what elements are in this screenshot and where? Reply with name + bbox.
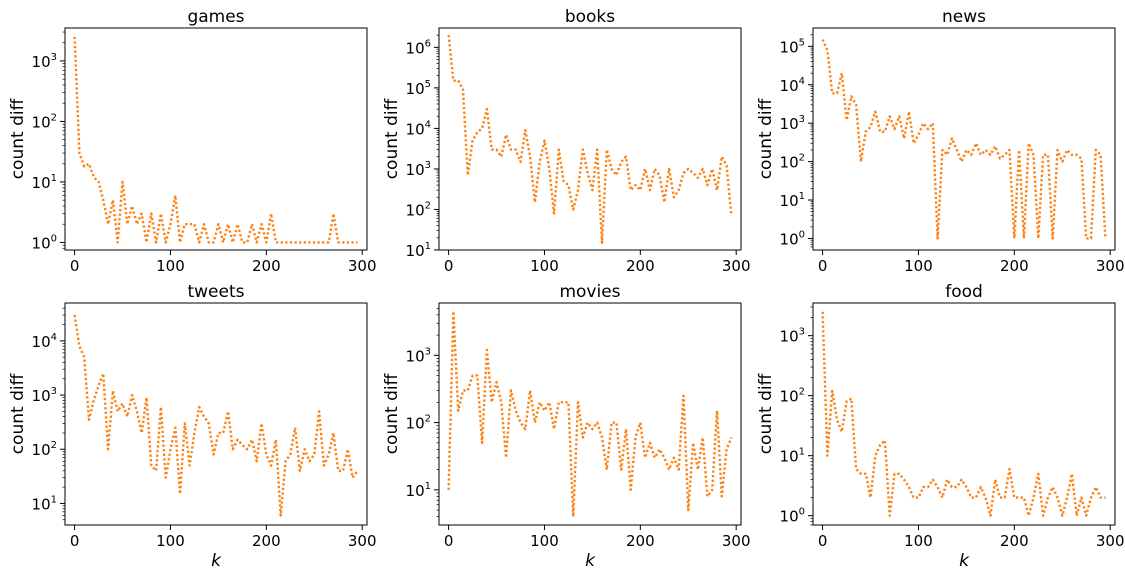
x-axis-label: k	[211, 551, 222, 570]
x-tick-label: 300	[348, 532, 377, 550]
x-tick-label: 200	[1000, 532, 1029, 550]
x-tick-label: 200	[252, 532, 281, 550]
x-tick-label: 0	[444, 532, 454, 550]
y-tick-label: 100	[780, 507, 805, 526]
y-tick-label: 103	[780, 114, 805, 133]
y-tick-label: 100	[780, 229, 805, 248]
y-tick-label: 104	[780, 76, 805, 95]
panel-books: books count diff 101 102 103 104 105 106 0 100 200…	[382, 7, 751, 275]
y-tick-label: 103	[406, 346, 431, 365]
y-tick-label: 105	[780, 37, 805, 56]
x-tick-label: 100	[530, 257, 559, 275]
panel-title: movies	[559, 282, 620, 302]
x-tick-label: 300	[348, 257, 377, 275]
y-tick-label: 105	[406, 79, 431, 98]
x-tick-label: 100	[904, 532, 933, 550]
x-tick-label: 200	[252, 257, 281, 275]
x-tick-label: 0	[818, 532, 828, 550]
y-axis-label: count diff	[382, 372, 402, 454]
x-tick-label: 100	[156, 532, 185, 550]
series-line	[447, 34, 733, 245]
y-tick-label: 102	[406, 414, 431, 433]
panel-movies: movies count diff k 101 102 103 0 100 200 300	[382, 282, 751, 570]
plot-frame	[438, 27, 742, 251]
y-tick-label: 101	[780, 447, 805, 466]
plot-frame	[812, 302, 1116, 526]
x-tick-label: 100	[904, 257, 933, 275]
x-tick-label: 200	[626, 257, 655, 275]
x-tick-label: 300	[722, 257, 751, 275]
plot-frame	[64, 27, 368, 251]
y-tick-label: 104	[32, 332, 57, 351]
x-tick-label: 100	[530, 532, 559, 550]
panel-games: games count diff 100 101 102 103 0 100 200 300	[8, 7, 377, 275]
series-line	[821, 311, 1106, 517]
x-tick-label: 200	[1000, 257, 1029, 275]
y-tick-label: 102	[780, 153, 805, 172]
series-line	[73, 36, 358, 244]
y-tick-label: 102	[32, 112, 57, 131]
series-line	[447, 310, 733, 518]
y-tick-label: 101	[32, 173, 57, 192]
plot-frame	[812, 27, 1116, 251]
x-axis-label: k	[585, 551, 596, 570]
y-tick-label: 103	[32, 386, 57, 405]
panel-title: games	[187, 7, 244, 27]
y-tick-label: 101	[780, 191, 805, 210]
panel-title: news	[942, 7, 986, 27]
x-axis-label: k	[959, 551, 970, 570]
y-tick-label: 103	[780, 327, 805, 346]
panel-news: news count diff 100 101 102 103 104 105 0 100 200 3…	[756, 7, 1125, 275]
y-axis-label: count diff	[382, 97, 402, 179]
y-tick-label: 101	[406, 241, 431, 260]
y-axis-label: count diff	[8, 97, 28, 179]
x-tick-label: 0	[70, 257, 80, 275]
y-axis-label: count diff	[756, 97, 776, 179]
y-tick-label: 102	[780, 387, 805, 406]
series-line	[821, 39, 1107, 240]
x-tick-label: 200	[626, 532, 655, 550]
x-tick-label: 0	[444, 257, 454, 275]
plot-frame	[438, 302, 742, 526]
y-axis-label: count diff	[8, 372, 28, 454]
x-tick-label: 300	[722, 532, 751, 550]
y-tick-label: 106	[406, 38, 431, 57]
panel-title: food	[945, 282, 983, 302]
panel-food: food count diff k 100 101 102 103 0 100 200 300	[756, 282, 1125, 570]
series-line	[73, 314, 359, 517]
y-tick-label: 104	[406, 119, 431, 138]
y-tick-label: 103	[32, 52, 57, 71]
y-tick-label: 101	[406, 481, 431, 500]
y-tick-label: 101	[32, 494, 57, 513]
x-tick-label: 100	[156, 257, 185, 275]
y-axis-label: count diff	[756, 372, 776, 454]
y-tick-label: 102	[32, 440, 57, 459]
x-tick-label: 300	[1096, 257, 1125, 275]
x-tick-label: 300	[1096, 532, 1125, 550]
y-tick-label: 103	[406, 160, 431, 179]
plot-frame	[64, 302, 368, 526]
x-tick-label: 0	[818, 257, 828, 275]
y-tick-label: 102	[406, 200, 431, 219]
panel-title: books	[565, 7, 615, 27]
panel-title: tweets	[187, 282, 244, 302]
y-tick-label: 100	[32, 233, 57, 252]
x-tick-label: 0	[70, 532, 80, 550]
panel-tweets: tweets count diff k 101 102 103 104 0 100 200 300	[8, 282, 377, 570]
